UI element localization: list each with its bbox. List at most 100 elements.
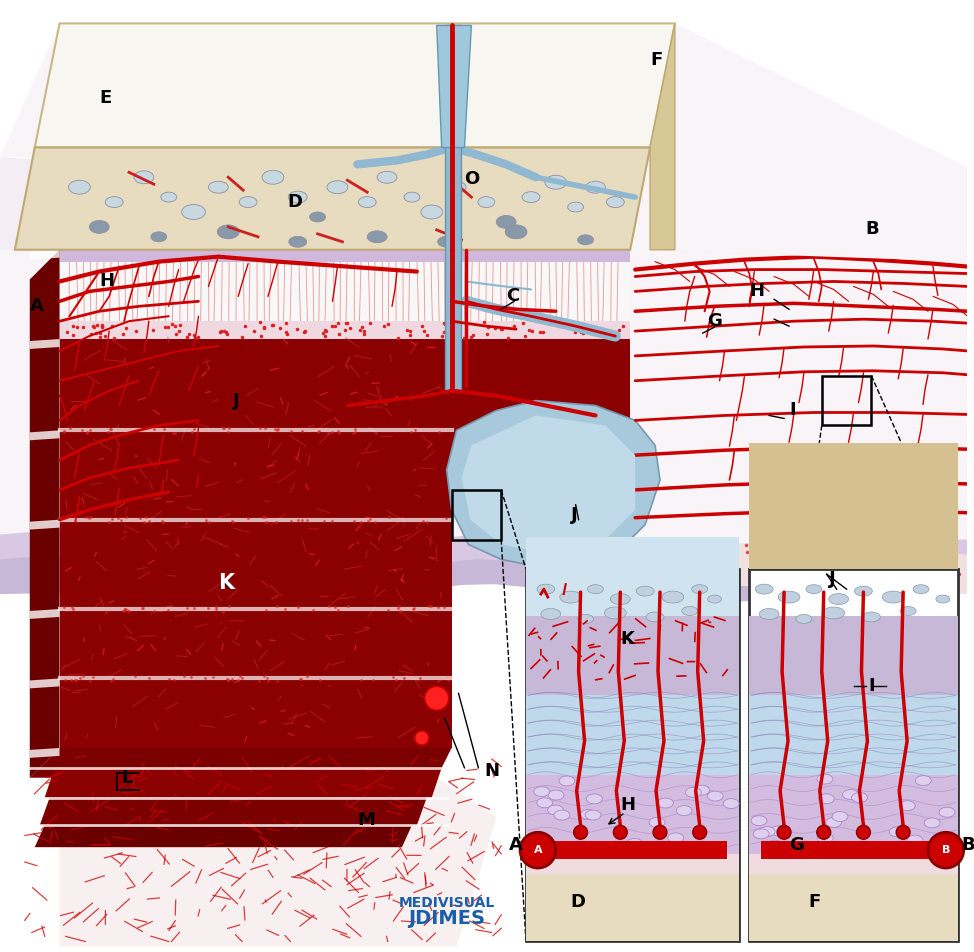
Polygon shape bbox=[452, 339, 630, 450]
Ellipse shape bbox=[907, 835, 922, 845]
Ellipse shape bbox=[208, 181, 228, 193]
Polygon shape bbox=[645, 540, 967, 594]
Bar bbox=[749, 874, 957, 942]
Ellipse shape bbox=[936, 595, 950, 603]
Ellipse shape bbox=[939, 807, 955, 817]
Ellipse shape bbox=[805, 585, 822, 594]
Circle shape bbox=[693, 825, 706, 840]
Bar bbox=[749, 695, 957, 775]
Ellipse shape bbox=[693, 785, 709, 795]
Polygon shape bbox=[0, 529, 967, 569]
Ellipse shape bbox=[760, 608, 779, 620]
Ellipse shape bbox=[676, 805, 693, 816]
Text: G: G bbox=[789, 836, 804, 854]
Ellipse shape bbox=[559, 776, 575, 786]
Text: J: J bbox=[829, 570, 836, 588]
Text: K: K bbox=[620, 629, 634, 647]
Ellipse shape bbox=[544, 175, 567, 189]
Circle shape bbox=[896, 825, 910, 840]
Ellipse shape bbox=[554, 810, 570, 820]
Polygon shape bbox=[30, 520, 59, 529]
Circle shape bbox=[614, 825, 627, 840]
Polygon shape bbox=[40, 798, 427, 825]
Ellipse shape bbox=[832, 811, 848, 822]
Ellipse shape bbox=[310, 212, 325, 222]
Ellipse shape bbox=[437, 236, 456, 248]
Ellipse shape bbox=[560, 591, 581, 603]
Text: D: D bbox=[571, 893, 585, 911]
Ellipse shape bbox=[288, 191, 307, 203]
Bar bbox=[526, 537, 739, 616]
Text: E: E bbox=[99, 89, 111, 107]
Polygon shape bbox=[30, 748, 59, 758]
Ellipse shape bbox=[548, 790, 564, 800]
Bar bbox=[749, 775, 957, 854]
Circle shape bbox=[653, 825, 667, 840]
Ellipse shape bbox=[537, 798, 552, 808]
Circle shape bbox=[425, 686, 449, 710]
Ellipse shape bbox=[68, 180, 91, 194]
Ellipse shape bbox=[882, 591, 904, 603]
Ellipse shape bbox=[217, 225, 240, 239]
Polygon shape bbox=[30, 249, 59, 260]
Text: G: G bbox=[706, 312, 722, 330]
Polygon shape bbox=[650, 24, 675, 249]
Ellipse shape bbox=[105, 197, 123, 208]
Text: H: H bbox=[99, 272, 114, 290]
Ellipse shape bbox=[759, 826, 775, 837]
Ellipse shape bbox=[889, 827, 905, 837]
Ellipse shape bbox=[377, 171, 397, 183]
Polygon shape bbox=[452, 249, 630, 327]
Polygon shape bbox=[59, 748, 496, 946]
Ellipse shape bbox=[768, 841, 783, 850]
Ellipse shape bbox=[611, 594, 630, 605]
Ellipse shape bbox=[358, 197, 376, 208]
Bar bbox=[452, 490, 502, 540]
Polygon shape bbox=[0, 490, 967, 574]
Text: A: A bbox=[509, 836, 523, 854]
Ellipse shape bbox=[843, 789, 858, 800]
Polygon shape bbox=[0, 249, 967, 569]
Ellipse shape bbox=[778, 591, 800, 603]
Text: K: K bbox=[218, 573, 235, 593]
Bar bbox=[526, 695, 739, 775]
Polygon shape bbox=[0, 24, 967, 262]
Bar bbox=[526, 775, 739, 854]
Ellipse shape bbox=[421, 205, 442, 219]
Ellipse shape bbox=[686, 787, 701, 797]
Ellipse shape bbox=[537, 585, 555, 594]
Text: H: H bbox=[749, 283, 765, 301]
Ellipse shape bbox=[751, 816, 767, 825]
Ellipse shape bbox=[568, 202, 583, 212]
Ellipse shape bbox=[796, 614, 812, 624]
Ellipse shape bbox=[817, 833, 833, 843]
Polygon shape bbox=[30, 339, 59, 349]
Bar bbox=[749, 616, 957, 695]
Ellipse shape bbox=[134, 170, 154, 184]
Ellipse shape bbox=[682, 606, 697, 615]
Text: I: I bbox=[869, 678, 875, 695]
Circle shape bbox=[574, 825, 587, 840]
Ellipse shape bbox=[327, 181, 348, 193]
Ellipse shape bbox=[506, 225, 527, 239]
Text: JDIMES: JDIMES bbox=[408, 909, 485, 928]
Ellipse shape bbox=[587, 585, 604, 594]
Ellipse shape bbox=[607, 197, 624, 208]
Text: M: M bbox=[357, 811, 375, 829]
Text: K: K bbox=[218, 575, 232, 593]
Polygon shape bbox=[444, 26, 462, 390]
Circle shape bbox=[856, 825, 871, 840]
Ellipse shape bbox=[289, 236, 307, 248]
Circle shape bbox=[415, 731, 429, 745]
Ellipse shape bbox=[161, 192, 176, 202]
Bar bbox=[526, 874, 739, 942]
Bar bbox=[749, 444, 957, 569]
Text: N: N bbox=[484, 762, 500, 780]
Ellipse shape bbox=[626, 839, 643, 848]
Text: F: F bbox=[808, 893, 821, 911]
Circle shape bbox=[520, 832, 556, 868]
Bar bbox=[526, 569, 739, 942]
Ellipse shape bbox=[913, 585, 929, 594]
Ellipse shape bbox=[547, 805, 564, 815]
Polygon shape bbox=[35, 24, 675, 148]
